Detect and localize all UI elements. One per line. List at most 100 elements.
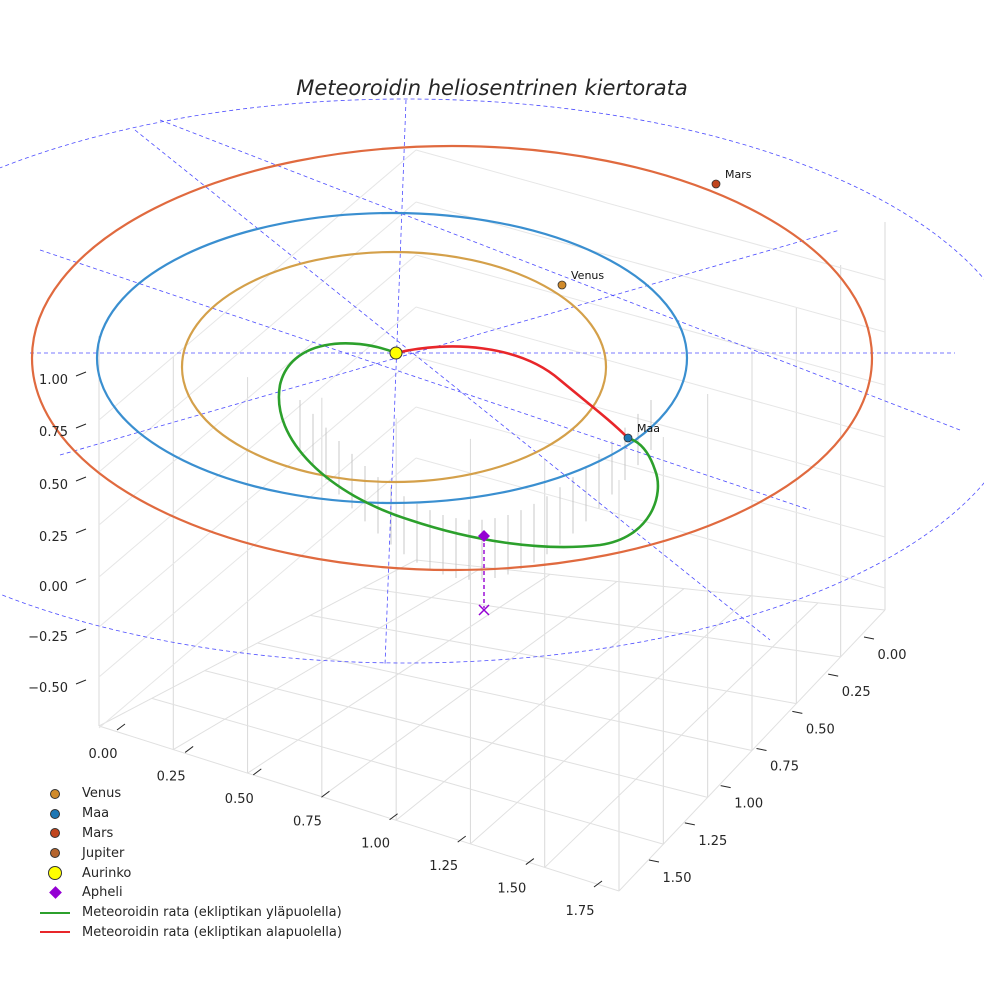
ecliptic-spoke — [59, 229, 841, 456]
y-tick-label: 0.75 — [770, 760, 799, 775]
x-tick — [593, 880, 603, 888]
z-tick-label: −0.50 — [28, 681, 68, 696]
grid-line — [415, 356, 886, 488]
meteoroid-below — [395, 345, 629, 439]
y-tick-label: 0.50 — [806, 722, 835, 737]
label-venus: Venus — [571, 269, 604, 282]
grid-line — [415, 457, 886, 589]
x-tick-label: 0.75 — [293, 814, 322, 829]
legend-item: Aurinko — [36, 863, 342, 883]
grid-line — [415, 149, 886, 281]
x-tick-label: 1.50 — [497, 882, 526, 897]
legend-swatch — [48, 886, 62, 900]
grid-line — [98, 306, 417, 578]
legend-label: Meteoroidin rata (ekliptikan yläpuolella… — [82, 905, 342, 921]
marker-mars — [711, 179, 721, 189]
z-tick-label: 0.50 — [39, 478, 68, 493]
grid-line — [415, 406, 886, 538]
aphelion-marker — [478, 530, 490, 542]
legend-swatch — [40, 911, 70, 914]
legend-label: Meteoroidin rata (ekliptikan alapuolella… — [82, 924, 342, 940]
z-tick — [75, 528, 87, 534]
grid-line — [98, 406, 417, 678]
x-tick — [252, 768, 262, 776]
legend-label: Apheli — [82, 885, 123, 901]
ecliptic-reference — [0, 98, 984, 666]
y-tick-label: 1.25 — [698, 834, 727, 849]
grid-line — [98, 201, 417, 473]
y-tick — [648, 859, 660, 863]
legend-label: Aurinko — [82, 865, 132, 881]
z-tick — [75, 628, 87, 634]
y-tick-label: 0.00 — [878, 648, 907, 663]
z-tick — [75, 476, 87, 482]
label-mars: Mars — [725, 168, 752, 181]
legend-dot-icon — [36, 846, 74, 860]
z-tick-label: 1.00 — [39, 373, 68, 388]
y-tick-label: 1.00 — [734, 797, 763, 812]
planet-orbits — [30, 144, 874, 572]
orbit-stems — [299, 400, 652, 580]
ecliptic-spoke — [159, 119, 961, 431]
x-tick — [389, 813, 398, 821]
x-tick-label: 0.50 — [225, 792, 254, 807]
legend-label: Venus — [82, 786, 122, 802]
legend-diamond-icon — [36, 886, 74, 900]
legend-item: Venus — [36, 784, 342, 804]
grid-line — [257, 642, 753, 751]
x-tick — [116, 723, 126, 731]
chart-title: Meteoroidin heliosentrinen kiertorata — [296, 76, 688, 100]
marker-venus — [557, 280, 567, 290]
x-tick-label: 0.00 — [89, 747, 118, 762]
legend-swatch — [50, 788, 60, 799]
legend-label: Maa — [82, 806, 110, 822]
legend-dot-icon — [36, 826, 74, 840]
legend: Venus Maa Mars Jupiter Aurinko Apheli Meteoroi… — [36, 784, 342, 942]
orbit-maa — [95, 211, 689, 505]
aphelion-projection — [478, 604, 490, 616]
legend-dot-icon — [36, 787, 74, 801]
legend-item: Meteoroidin rata (ekliptikan alapuolella… — [36, 923, 342, 943]
legend-swatch — [40, 931, 70, 934]
ecliptic-spoke — [134, 129, 771, 641]
z-tick — [75, 578, 87, 584]
grid-line — [415, 201, 886, 333]
grid-lines — [98, 149, 886, 892]
legend-label: Mars — [82, 825, 114, 841]
y-tick — [828, 673, 839, 677]
x-tick-label: 0.25 — [157, 769, 186, 784]
ecliptic-spoke — [39, 249, 811, 511]
meteoroid-above — [277, 342, 660, 549]
orbit-mars — [30, 144, 874, 572]
z-tick — [75, 679, 87, 685]
ecliptic-spoke — [384, 99, 407, 666]
y-tick — [720, 785, 731, 789]
grid-line — [415, 306, 886, 438]
x-tick — [525, 858, 535, 865]
legend-line-icon — [36, 925, 74, 939]
z-tick-label: 0.00 — [39, 580, 68, 595]
orbit-venus — [180, 250, 608, 484]
axis-panes — [99, 110, 619, 891]
legend-sun-icon — [36, 866, 74, 881]
x-tick-label: 1.00 — [361, 837, 390, 852]
z-tick-label: 0.25 — [39, 530, 68, 545]
grid-line — [415, 254, 886, 386]
grid-line — [310, 614, 797, 705]
legend-item: Jupiter — [36, 843, 342, 863]
grid-line — [98, 149, 417, 421]
grid-line — [204, 670, 708, 798]
z-tick-label: −0.25 — [28, 630, 68, 645]
markers: Venus Maa Mars — [389, 168, 752, 616]
meteoroid-orbit — [277, 342, 660, 549]
marker-maa — [623, 433, 633, 443]
y-tick-label: 0.25 — [842, 685, 871, 700]
x-tick — [457, 835, 467, 843]
y-tick — [756, 748, 767, 751]
grid-line — [98, 254, 417, 526]
y-tick — [792, 710, 803, 714]
axis-ticks: 0.00 0.25 0.50 0.75 1.00 1.25 1.50 1.75 0.00 0.25… — [28, 371, 907, 919]
legend-label: Jupiter — [82, 845, 125, 861]
grid-line — [98, 725, 620, 892]
grid-line — [363, 587, 841, 658]
